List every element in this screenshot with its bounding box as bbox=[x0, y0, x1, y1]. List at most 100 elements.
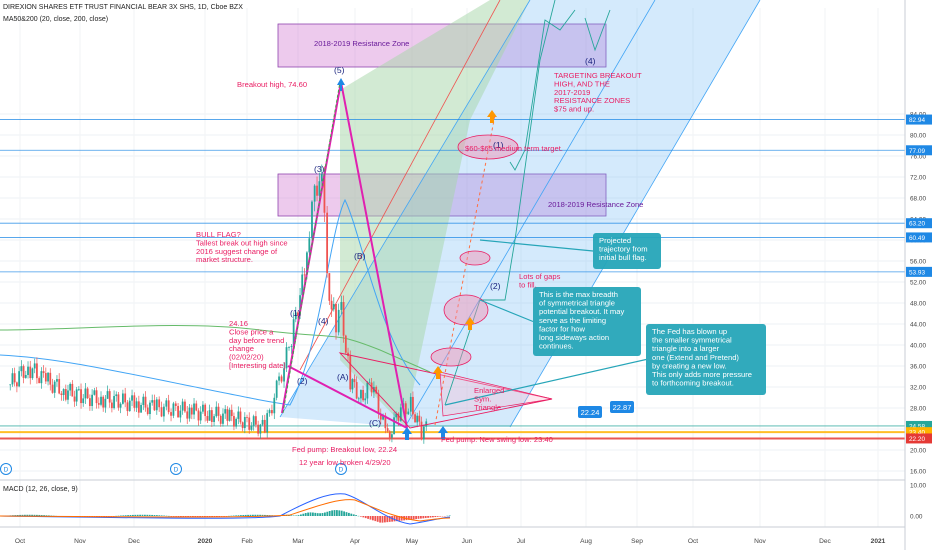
candle-body bbox=[217, 406, 220, 416]
macd-histogram-bar bbox=[415, 516, 417, 520]
close-price-note-line-5: [Interesting date] bbox=[229, 361, 286, 370]
x-tick-label: Feb bbox=[241, 538, 253, 545]
macd-histogram-bar bbox=[160, 515, 163, 516]
chart-title: DIREXION SHARES ETF TRUST FINANCIAL BEAR… bbox=[3, 4, 243, 11]
price-tag bbox=[906, 433, 932, 444]
candle-body bbox=[115, 394, 118, 397]
x-tick-label: Nov bbox=[754, 538, 766, 545]
candle-body bbox=[308, 238, 311, 253]
candle-body bbox=[195, 403, 198, 411]
candle-body bbox=[110, 402, 113, 409]
candle-body bbox=[184, 401, 186, 412]
y-tick-label: 80.00 bbox=[910, 133, 926, 140]
candle-body bbox=[362, 390, 364, 401]
price-tag bbox=[906, 420, 932, 431]
macd-histogram-bar bbox=[237, 515, 240, 516]
projected-wave-2-label: (2) bbox=[490, 281, 501, 291]
candle-body bbox=[377, 393, 380, 414]
high-marker bbox=[337, 78, 345, 91]
macd-histogram-bar bbox=[216, 516, 218, 517]
macd-histogram-bar bbox=[14, 515, 17, 516]
candle-body bbox=[243, 417, 246, 429]
callout-max-breadth-text-line-2: potential breakout. It may bbox=[539, 307, 624, 316]
callout-fed-text-line-0: The Fed has blown up bbox=[652, 327, 727, 336]
triangle-lower-magenta bbox=[287, 365, 408, 429]
candle-body bbox=[67, 390, 69, 400]
candle-body bbox=[77, 389, 80, 391]
breakout-arrow-up bbox=[433, 366, 443, 379]
candle-body bbox=[165, 400, 168, 407]
macd-histogram-bar bbox=[297, 515, 300, 516]
macd-histogram-bar bbox=[422, 516, 425, 519]
x-tick-label: May bbox=[406, 538, 419, 545]
callout-fed-text-line-3: one (Extend and Pretend) bbox=[652, 353, 739, 362]
price-tag bbox=[906, 218, 932, 229]
price-tag-label: 22.20 bbox=[909, 436, 925, 443]
macd-histogram-bar bbox=[19, 514, 21, 516]
candle-body bbox=[88, 398, 91, 407]
enlarged-triangle-note-line-2: Triangle bbox=[474, 403, 501, 412]
candle-body bbox=[259, 424, 262, 434]
candle-body bbox=[82, 398, 85, 404]
x-tick-label: Dec bbox=[819, 538, 831, 545]
x-tick-label: Nov bbox=[74, 538, 86, 545]
candle-body bbox=[263, 419, 266, 433]
candle-body bbox=[283, 368, 285, 382]
macd-histogram-bar bbox=[369, 516, 372, 520]
bull-flag-note-line-3: market structure. bbox=[196, 255, 253, 264]
candle-body bbox=[360, 390, 362, 399]
wave-2-label: (2) bbox=[297, 376, 308, 386]
macd-histogram-bar bbox=[412, 516, 415, 520]
price-tag-label: 23.40 bbox=[909, 430, 925, 437]
candle-body bbox=[174, 403, 177, 406]
macd-histogram-bar bbox=[158, 515, 161, 516]
macd-histogram-bar bbox=[254, 514, 257, 516]
candle-body bbox=[60, 393, 63, 396]
macd-histogram-bar bbox=[45, 515, 48, 516]
macd-histogram-bar bbox=[340, 510, 343, 516]
candle-body bbox=[294, 312, 297, 320]
macd-histogram-bar bbox=[393, 516, 396, 522]
targeting-note-line-4: $75 and up. bbox=[554, 105, 594, 114]
candle-body bbox=[204, 404, 207, 417]
candle-body bbox=[395, 413, 398, 418]
macd-histogram-bar bbox=[348, 512, 350, 516]
macd-histogram-bar bbox=[249, 514, 252, 516]
candle-body bbox=[351, 379, 354, 390]
gap-ellipse bbox=[443, 294, 489, 326]
callout-max-breadth-text-line-3: serve as the limiting bbox=[539, 316, 606, 325]
callout-projected bbox=[593, 233, 661, 269]
gap-arrow-up bbox=[465, 317, 475, 330]
candle-body bbox=[126, 402, 129, 412]
candle-body bbox=[36, 363, 38, 379]
candle-body bbox=[246, 417, 248, 418]
candle-body bbox=[418, 415, 421, 422]
candle-body bbox=[56, 379, 58, 382]
macd-histogram-bar bbox=[24, 514, 26, 516]
macd-histogram-bar bbox=[247, 514, 249, 516]
candle-body bbox=[250, 425, 253, 430]
macd-histogram-bar bbox=[333, 510, 336, 516]
macd-histogram-bar bbox=[386, 516, 389, 523]
x-tick-label: 2021 bbox=[871, 538, 886, 545]
channel-edge-1 bbox=[279, 0, 531, 418]
candle-body bbox=[95, 390, 98, 404]
candle-body bbox=[140, 404, 142, 413]
candle-body bbox=[149, 402, 151, 415]
candle-body bbox=[172, 403, 175, 416]
candle-body bbox=[119, 403, 122, 408]
macd-histogram-bar bbox=[148, 514, 151, 516]
candle-body bbox=[84, 388, 87, 399]
candle-body bbox=[93, 390, 96, 395]
candle-body bbox=[31, 368, 34, 379]
candle-body bbox=[124, 393, 127, 403]
close-price-note-line-4: (02/02/20) bbox=[229, 353, 264, 362]
macd-histogram-bar bbox=[146, 514, 149, 516]
candle-body bbox=[266, 413, 269, 433]
macd-histogram-bar bbox=[309, 512, 312, 516]
wave-3-label: (3) bbox=[314, 164, 325, 174]
candle-body bbox=[379, 413, 382, 420]
macd-histogram-bar bbox=[235, 515, 237, 516]
candle-body bbox=[177, 405, 179, 418]
